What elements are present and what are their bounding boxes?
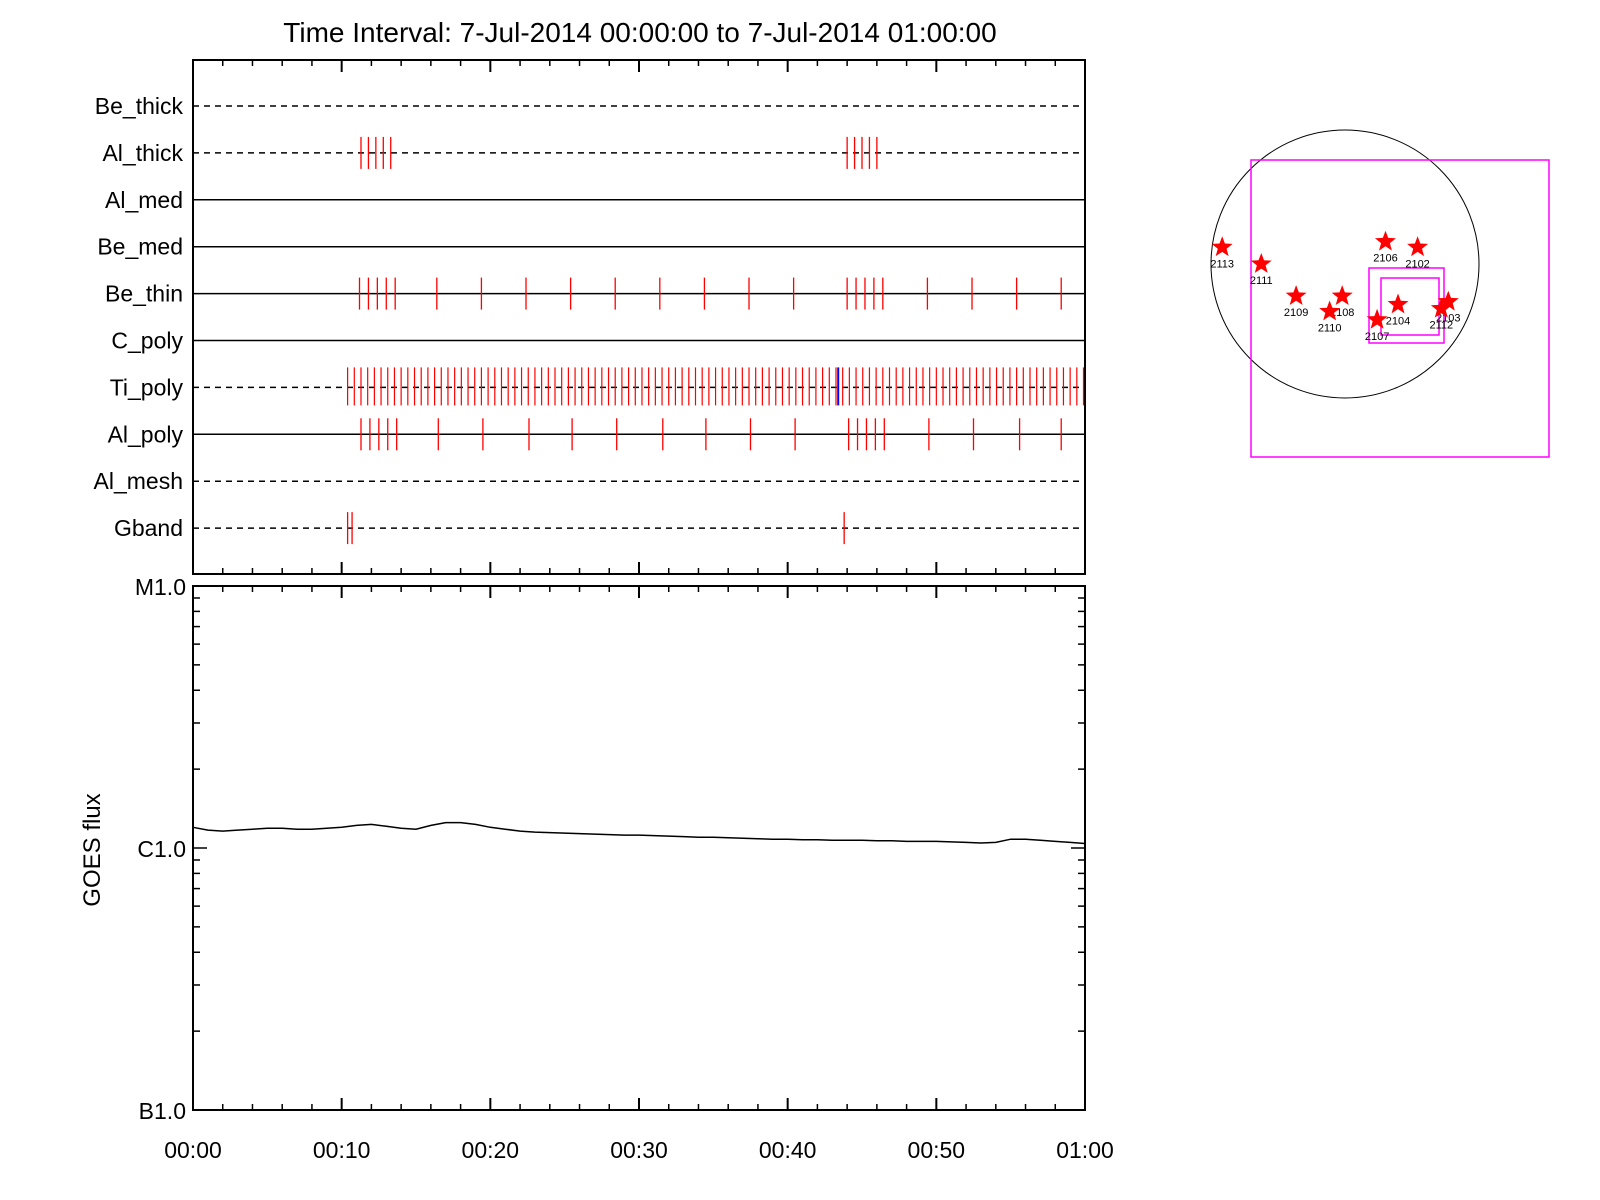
y-tick-label: B1.0 [139,1098,186,1124]
field-of-view-box-large [1250,159,1550,458]
x-tick-label: 00:40 [759,1137,817,1163]
channel-row-al-mesh: Al_mesh [94,468,1085,494]
region-label: 2110 [1318,322,1342,334]
region-star-marker [1387,293,1409,314]
region-star-marker [1437,290,1459,311]
active-region-2107: 2107 [1365,308,1389,343]
active-region-2109: 2109 [1284,285,1308,319]
y-axis-label: GOES flux [79,793,106,906]
region-star-marker [1319,300,1341,321]
region-star-marker [1375,230,1396,251]
region-star-marker [1430,297,1452,318]
channel-row-al-poly: Al_poly [108,418,1085,451]
channel-label: Al_thick [102,140,183,166]
goes-flux-line [192,821,1086,845]
region-label: 2104 [1386,315,1410,327]
channel-row-gband: Gband [114,512,1085,545]
active-region-2110: 2110 [1318,300,1342,334]
x-tick-label: 01:00 [1056,1137,1114,1163]
region-label: 2102 [1405,258,1429,270]
channel-row-ti-poly: Ti_poly [110,367,1085,406]
region-star-marker [1285,285,1307,305]
region-label: 2103 [1436,313,1460,325]
channel-label: Al_mesh [94,468,183,494]
channel-label: Be_thick [95,93,184,119]
exposure-timeline-panel: Be_thick Al_thick Al_med Be_med Be_thin C_pol… [94,59,1086,575]
region-label: 2107 [1365,331,1389,343]
channel-label: Al_poly [108,421,184,447]
region-star-marker [1250,253,1272,273]
chart-title: Time Interval: 7-Jul-2014 00:00:00 to 7-… [283,17,996,48]
y-tick-label: C1.0 [137,836,186,862]
y-tick-label: M1.0 [135,574,186,600]
goes-flux-panel: M1.0 C1.0 B1.0 00:00 00:10 00:20 00:30 00:40 00… [79,574,1114,1163]
region-label: 2106 [1373,253,1397,265]
region-star-marker [1211,236,1233,257]
active-region-2103: 2103 [1436,290,1461,325]
channel-label: Be_thin [105,281,183,307]
channel-label: Al_med [105,187,183,213]
channel-label: Ti_poly [110,374,184,400]
channel-row-c-poly: C_poly [111,328,1085,354]
x-tick-label: 00:10 [313,1137,371,1163]
active-region-2102: 2102 [1405,236,1430,270]
channel-row-al-med: Al_med [105,187,1085,213]
channel-row-al-thick: Al_thick [102,136,1085,169]
timeline-frame [192,59,1086,575]
channel-row-be-med: Be_med [97,234,1085,260]
x-tick-label: 00:30 [610,1137,668,1163]
active-region-2112: 2112 [1429,297,1453,332]
region-label: 2113 [1210,258,1234,270]
active-region-2111: 2111 [1250,253,1273,287]
channel-row-be-thick: Be_thick [95,93,1085,119]
channel-label: Gband [114,515,183,541]
region-star-marker [1366,308,1388,329]
active-region-2113: 2113 [1210,236,1234,270]
region-label: 2111 [1250,275,1273,287]
channel-label: Be_med [97,234,183,260]
x-tick-label: 00:00 [164,1137,222,1163]
solar-disk-outline [1210,129,1480,399]
channel-label: C_poly [111,328,183,354]
channel-row-be-thin: Be_thin [105,277,1085,310]
active-region-2104: 2104 [1386,293,1410,327]
x-tick-label: 00:20 [462,1137,520,1163]
region-star-marker [1407,236,1428,257]
goes-frame [192,585,1086,1111]
region-label: 2112 [1429,320,1453,332]
active-region-2106: 2106 [1373,230,1398,265]
region-star-marker [1331,285,1353,305]
x-tick-label: 00:50 [908,1137,966,1163]
region-label: 2109 [1284,307,1308,319]
